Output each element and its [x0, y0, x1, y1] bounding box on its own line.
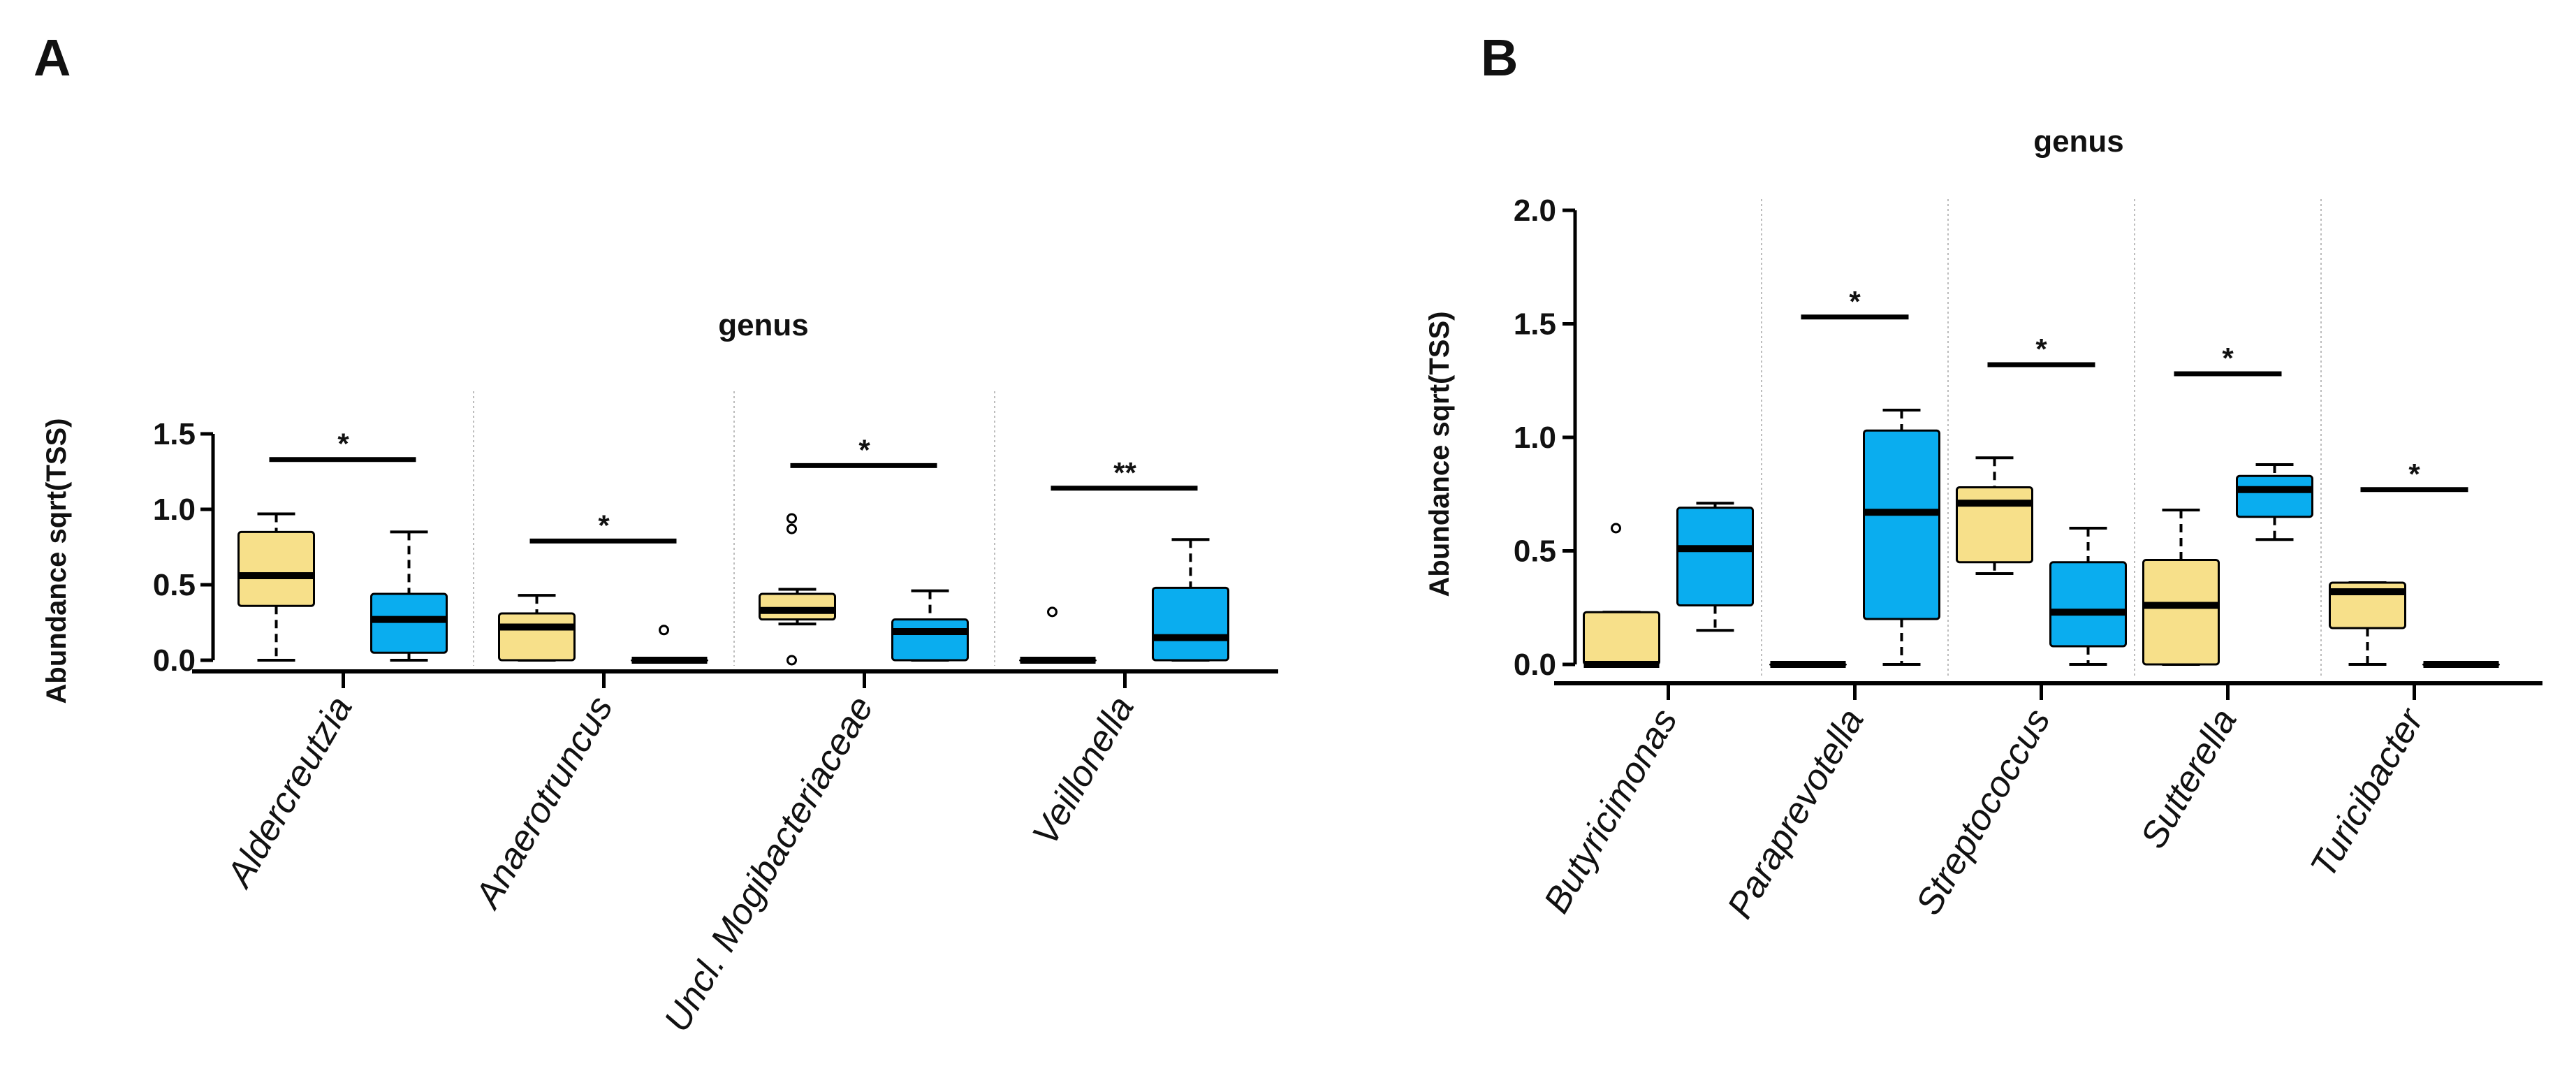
panel-b-title: genus — [2033, 124, 2124, 159]
panel-a-box-group1 — [237, 530, 315, 607]
panel-b-outlier-point — [1611, 523, 1621, 534]
panel-b-y-tick-label: 0.5 — [1514, 534, 1556, 569]
panel-b-box-group2 — [2236, 474, 2313, 518]
panel-b-box-group2 — [1863, 429, 1940, 620]
panel-b-letter: B — [1481, 29, 1518, 87]
panel-a: A genus Abundance sqrt(TSS) 0.0 0.5 1.0 1.5… — [34, 29, 1278, 1039]
panel-a-outlier-point — [786, 655, 797, 666]
panel-a-box-group2 — [370, 592, 448, 654]
panel-b-y-tick-label: 1.0 — [1514, 421, 1556, 455]
panel-b-box-group2 — [2049, 561, 2127, 648]
panel-b-category-label: Sutterella — [2133, 702, 2245, 855]
panel-b-box-group1 — [1583, 611, 1660, 666]
panel-a-category-label: Aldercreutzia — [218, 690, 360, 895]
panel-b-y-tick-label: 0.0 — [1514, 648, 1556, 682]
panel-a-category-label: Veillonella — [1025, 690, 1142, 852]
panel-b-box-group1 — [1956, 486, 2033, 564]
panel-b-significance-label: * — [2035, 333, 2047, 365]
panel-a-y-axis-label: Abundance sqrt(TSS) — [41, 418, 72, 704]
panel-b-y-tick-label: 2.0 — [1514, 194, 1556, 228]
panel-b-box-group2 — [1676, 507, 1754, 606]
panel-a-outlier-point — [1047, 606, 1058, 618]
panel-a-box-group2 — [1152, 586, 1229, 662]
panel-a-outlier-point — [786, 513, 797, 524]
panel-b-y-axis-label: Abundance sqrt(TSS) — [1424, 312, 1455, 597]
panel-b-y-tick-label: 1.5 — [1514, 307, 1556, 342]
panel-a-y-tick-label: 1.5 — [153, 417, 196, 451]
panel-a-y-tick-label: 1.0 — [153, 493, 196, 527]
panel-a-category-label: Uncl. Mogibacteriaceae — [657, 690, 881, 1039]
panel-a-box-group1 — [759, 592, 836, 621]
panel-a-significance-label: * — [337, 428, 349, 460]
panel-a-outlier-point — [659, 625, 669, 636]
panel-a-significance-label: * — [598, 509, 610, 541]
panel-a-y-tick-label: 0.5 — [153, 568, 196, 602]
panel-a-box-group1 — [498, 612, 576, 662]
panel-a-box-group2 — [891, 618, 969, 662]
panel-a-significance-label: * — [858, 433, 870, 466]
panel-a-category-label: Anaerotruncus — [467, 690, 621, 916]
panel-a-y-tick-label: 0.0 — [153, 643, 196, 678]
panel-b-box-group1 — [2142, 559, 2220, 666]
panel-a-title: genus — [718, 308, 809, 342]
panel-a-letter: A — [34, 29, 71, 87]
panel-b-category-label: Paraprevotella — [1720, 702, 1872, 925]
panel-b-category-label: Streptococcus — [1908, 702, 2058, 922]
panel-b-significance-label: * — [2222, 342, 2234, 374]
panel-b-category-label: Butyricimonas — [1536, 702, 1685, 920]
panel-b: B genus Abundance sqrt(TSS) 0.0 0.5 1.0 1.5… — [1424, 29, 2542, 925]
panel-b-category-label: Turicibacter — [2303, 701, 2432, 884]
panel-a-outlier-point — [786, 523, 797, 534]
panel-b-significance-label: * — [1849, 285, 1861, 318]
panel-a-significance-label: ** — [1113, 456, 1136, 489]
panel-b-significance-label: * — [2408, 458, 2420, 490]
